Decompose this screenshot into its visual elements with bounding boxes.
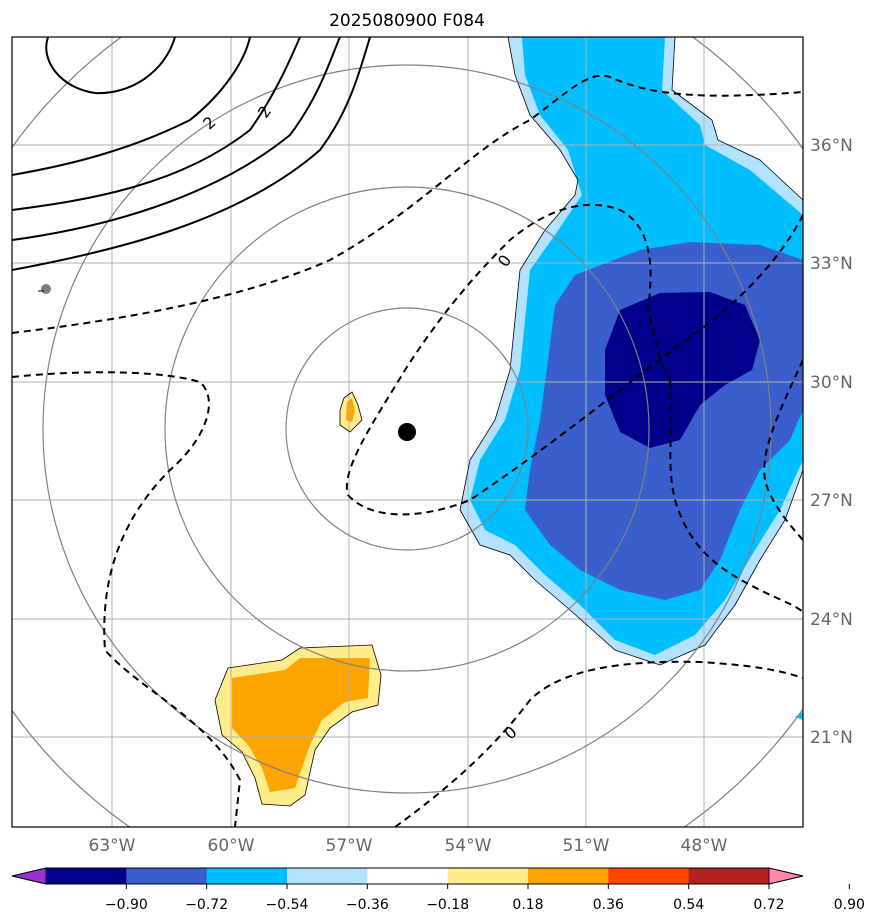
- contour-label: 0: [500, 722, 520, 743]
- latitude-labels: 36°N 33°N 30°N 27°N 24°N 21°N: [810, 136, 853, 748]
- right-edge-sliver: [795, 712, 803, 720]
- lon-label: 48°W: [681, 836, 728, 856]
- dark-navy-region: [605, 292, 760, 448]
- gray-point-marker: [41, 284, 51, 294]
- filled-field: [215, 37, 803, 806]
- dashed-contours: [12, 74, 803, 827]
- lon-label: 54°W: [445, 836, 492, 856]
- lon-label: 51°W: [563, 836, 610, 856]
- lat-label: 36°N: [810, 136, 853, 156]
- lat-label: 33°N: [810, 254, 853, 274]
- colorbar-extend-low: [11, 867, 47, 885]
- orange-region: [232, 658, 370, 792]
- storm-center-marker: [398, 423, 416, 441]
- colorbar-block: [608, 868, 690, 884]
- small-orange-patch: [346, 398, 355, 422]
- map-title: 2025080900 F084: [329, 11, 485, 31]
- contour-label: 0: [494, 251, 515, 270]
- lon-label: 63°W: [89, 836, 136, 856]
- lat-label: 21°N: [810, 728, 853, 748]
- colorbar-blocks: [11, 867, 804, 885]
- colorbar-block: [287, 868, 368, 884]
- colorbar-tick-label: −0.72: [185, 897, 228, 913]
- lat-label: 24°N: [810, 610, 853, 630]
- colorbar-outline: [11, 867, 804, 885]
- colorbar-tick-label: −0.90: [105, 897, 148, 913]
- map-frame: [11, 36, 804, 828]
- colorbar-ticks: −0.90 −0.72 −0.54 −0.36 −0.18 0.18 0.36 0.54 0.7…: [105, 884, 865, 913]
- colorbar-block: [447, 868, 529, 884]
- colorbar-tick-label: −0.18: [426, 897, 469, 913]
- lon-label: 57°W: [326, 836, 373, 856]
- colorbar-tick-label: 0.36: [593, 897, 624, 913]
- thin-outlines: [214, 37, 803, 807]
- colorbar-block: [206, 868, 288, 884]
- colorbar-block: [528, 868, 609, 884]
- colorbar: −0.90 −0.72 −0.54 −0.36 −0.18 0.18 0.36 0.54 0.7…: [11, 867, 865, 913]
- colorbar-tick-label: −0.54: [266, 897, 309, 913]
- colorbar-block: [46, 868, 127, 884]
- lat-label: 30°N: [810, 373, 853, 393]
- solid-contours: [12, 37, 371, 271]
- lat-label: 27°N: [810, 491, 853, 511]
- colorbar-tick-label: −0.36: [346, 897, 389, 913]
- colorbar-tick-label: 0.18: [512, 897, 543, 913]
- colorbar-block: [688, 868, 770, 884]
- colorbar-block: [126, 868, 208, 884]
- colorbar-tick-label: 0.54: [673, 897, 704, 913]
- contour-label: 2: [199, 112, 219, 133]
- lon-label: 60°W: [208, 836, 255, 856]
- colorbar-block: [367, 868, 449, 884]
- longitude-labels: 63°W 60°W 57°W 54°W 51°W 48°W: [89, 836, 728, 856]
- colorbar-tick-label: 0.72: [753, 897, 784, 913]
- gridlines: [12, 37, 803, 827]
- colorbar-extend-high: [768, 867, 804, 885]
- colorbar-tick-label: 0.90: [834, 897, 865, 913]
